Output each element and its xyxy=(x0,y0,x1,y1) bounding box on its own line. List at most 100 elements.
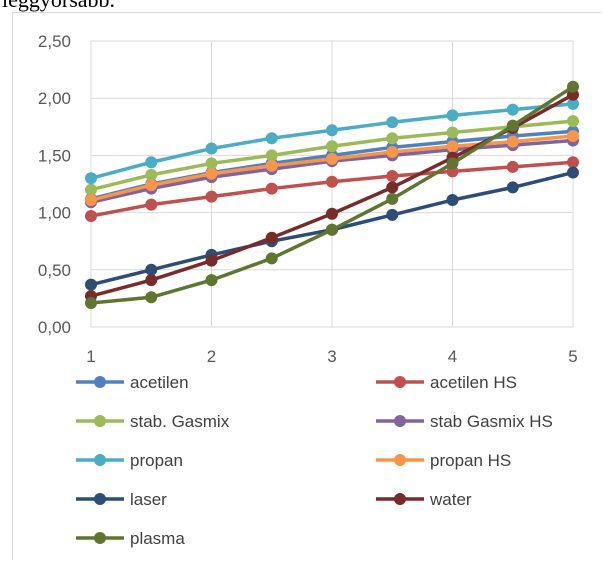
data-point xyxy=(446,140,459,153)
legend-item: water xyxy=(376,490,472,509)
y-tick-label: 2,50 xyxy=(38,32,71,51)
legend-marker xyxy=(94,532,106,544)
legend: acetilen acetilen HS stab. Gasmix stab Gasm… xyxy=(76,373,553,548)
legend-item: acetilen HS xyxy=(376,373,517,392)
data-point xyxy=(145,168,158,181)
data-point xyxy=(386,145,399,158)
data-point xyxy=(265,182,278,195)
data-point xyxy=(506,181,519,194)
data-point xyxy=(265,159,278,172)
legend-item: propan xyxy=(76,451,183,470)
data-point xyxy=(326,175,338,188)
data-point xyxy=(506,135,519,148)
legend-label: laser xyxy=(130,490,167,509)
data-point xyxy=(205,274,218,287)
x-tick-label: 4 xyxy=(448,347,457,366)
data-point xyxy=(205,190,218,203)
series-propan xyxy=(85,97,579,185)
data-point xyxy=(205,157,218,170)
data-point xyxy=(326,223,338,236)
data-point xyxy=(85,278,97,291)
x-tick-label: 5 xyxy=(568,347,577,366)
legend-label: acetilen HS xyxy=(430,373,517,392)
data-point xyxy=(85,183,97,196)
legend-label: propan xyxy=(130,451,183,470)
x-tick-label: 1 xyxy=(86,347,95,366)
data-point xyxy=(446,109,459,122)
legend-item: plasma xyxy=(76,529,185,548)
data-point xyxy=(265,252,278,265)
chart-frame xyxy=(12,12,601,560)
data-point xyxy=(506,160,519,173)
data-point xyxy=(265,132,278,145)
data-point xyxy=(446,126,459,139)
data-point xyxy=(265,231,278,244)
page-caption: leggyorsabb. xyxy=(2,0,115,13)
y-tick-label: 1,00 xyxy=(38,204,71,223)
series-stab-gasmix xyxy=(85,115,579,196)
legend-marker xyxy=(94,415,106,427)
series-plasma xyxy=(85,80,579,309)
data-point xyxy=(205,167,218,180)
data-point xyxy=(145,179,158,192)
data-point xyxy=(326,140,338,153)
data-point xyxy=(85,194,97,207)
legend-item: stab Gasmix HS xyxy=(376,412,553,431)
legend-label: stab. Gasmix xyxy=(130,412,230,431)
legend-item: laser xyxy=(76,490,167,509)
data-point xyxy=(145,198,158,211)
data-point xyxy=(567,156,579,169)
data-point xyxy=(326,152,338,165)
legend-marker xyxy=(94,493,106,505)
x-tick-label: 3 xyxy=(327,347,336,366)
data-point xyxy=(205,254,218,267)
y-tick-label: 0,00 xyxy=(38,318,71,337)
data-point xyxy=(205,142,218,155)
data-point xyxy=(446,194,459,207)
y-tick-label: 0,50 xyxy=(38,261,71,280)
data-point xyxy=(145,274,158,287)
data-point xyxy=(326,124,338,137)
data-point xyxy=(85,172,97,185)
x-tick-label: 2 xyxy=(207,347,216,366)
data-point xyxy=(85,296,97,309)
data-point xyxy=(386,132,399,145)
axis-layer: 0,00 0,50 1,00 1,50 2,00 2,50 1 2 3 4 5 xyxy=(38,32,578,366)
data-point xyxy=(446,157,459,170)
legend-item: propan HS xyxy=(376,451,511,470)
legend-marker xyxy=(394,493,406,505)
legend-item: stab. Gasmix xyxy=(76,412,230,431)
data-point xyxy=(567,80,579,93)
legend-label: plasma xyxy=(130,529,185,548)
legend-marker xyxy=(394,454,406,466)
data-point xyxy=(85,210,97,223)
legend-label: stab Gasmix HS xyxy=(430,412,553,431)
data-point xyxy=(506,103,519,116)
data-point xyxy=(567,166,579,179)
data-point xyxy=(386,116,399,129)
legend-item: acetilen xyxy=(76,373,189,392)
legend-label: water xyxy=(429,490,472,509)
data-point xyxy=(326,207,338,220)
data-point xyxy=(567,97,579,110)
data-point xyxy=(386,208,399,221)
legend-marker xyxy=(94,376,106,388)
data-point xyxy=(265,149,278,162)
y-tick-label: 2,00 xyxy=(38,89,71,108)
data-point xyxy=(386,192,399,205)
legend-marker xyxy=(94,454,106,466)
data-point xyxy=(145,291,158,304)
data-point xyxy=(145,156,158,169)
y-tick-label: 1,50 xyxy=(38,146,71,165)
series-layer xyxy=(85,80,579,309)
data-point xyxy=(386,181,399,194)
legend-marker xyxy=(394,376,406,388)
legend-marker xyxy=(394,415,406,427)
legend-label: acetilen xyxy=(130,373,189,392)
data-point xyxy=(567,129,579,142)
legend-label: propan HS xyxy=(430,451,511,470)
series-propan-hs xyxy=(85,129,579,207)
data-point xyxy=(386,169,399,182)
data-point xyxy=(506,119,519,132)
